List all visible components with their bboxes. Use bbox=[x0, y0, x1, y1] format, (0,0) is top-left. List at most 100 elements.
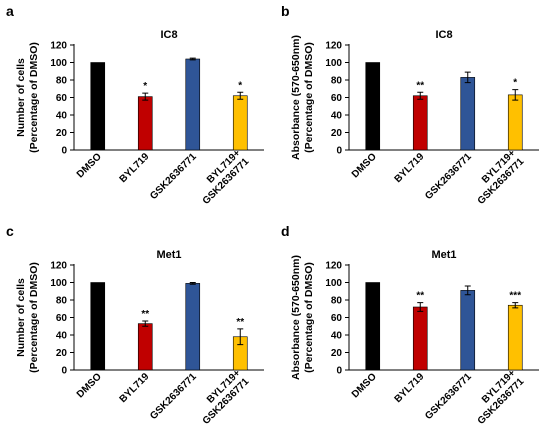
significance-marker: ** bbox=[416, 291, 424, 302]
x-tick-label-line: GSK2636771 bbox=[148, 371, 199, 422]
x-tick-label: GSK2636771 bbox=[423, 151, 474, 202]
x-tick-label: BYL719+GSK2636771 bbox=[201, 148, 252, 207]
bar bbox=[137, 96, 153, 151]
x-tick-label-line: GSK2636771 bbox=[423, 151, 474, 202]
bar bbox=[412, 306, 428, 371]
x-tick-label: GSK2636771 bbox=[423, 371, 474, 422]
y-tick-label: 120 bbox=[325, 261, 342, 272]
y-tick-label: 80 bbox=[56, 296, 68, 307]
x-tick-label-line: DMSO bbox=[350, 371, 379, 400]
y-tick-label: 60 bbox=[56, 93, 68, 104]
bar-chart-svg: d Met1 Absorbance (570-650nm) (Percentage o… bbox=[281, 223, 539, 427]
y-tick-label: 100 bbox=[50, 278, 67, 289]
x-tick-label: DMSO bbox=[350, 371, 379, 400]
y-axis-label-line: (Percentage of DMSO) bbox=[303, 42, 315, 153]
bar bbox=[460, 77, 476, 151]
y-tick-label: 0 bbox=[336, 366, 342, 377]
y-tick-label: 0 bbox=[336, 146, 342, 157]
significance-marker: ** bbox=[141, 309, 149, 320]
x-tick-label: GSK2636771 bbox=[148, 371, 199, 422]
x-tick-label-line: BYL719 bbox=[118, 371, 152, 405]
y-tick-label: 20 bbox=[331, 348, 343, 359]
significance-marker: *** bbox=[509, 291, 521, 302]
significance-marker: ** bbox=[236, 317, 244, 328]
x-tick-label: BYL719 bbox=[118, 151, 152, 185]
y-tick-label: 40 bbox=[56, 111, 68, 122]
x-tick-label: GSK2636771 bbox=[148, 151, 199, 202]
y-axis-label-line: Number of cells bbox=[15, 58, 27, 137]
y-tick-label: 100 bbox=[325, 278, 342, 289]
y-tick-label: 80 bbox=[331, 296, 343, 307]
panel-a: a IC8 Number of cells (Percentage of DMSO) 0… bbox=[0, 0, 275, 219]
x-tick-label: BYL719+GSK2636771 bbox=[476, 368, 527, 427]
y-tick-label: 100 bbox=[325, 58, 342, 69]
x-tick-label: BYL719 bbox=[118, 371, 152, 405]
y-tick-label: 40 bbox=[56, 331, 68, 342]
panel-label: d bbox=[281, 223, 290, 239]
bar bbox=[232, 95, 248, 151]
bar bbox=[460, 290, 476, 371]
bar-chart-svg: c Met1 Number of cells (Percentage of DMSO)… bbox=[6, 223, 264, 427]
y-axis-label: Number of cells (Percentage of DMSO) bbox=[15, 262, 40, 373]
y-axis-label-line: (Percentage of DMSO) bbox=[303, 262, 315, 373]
y-tick-label: 40 bbox=[331, 111, 343, 122]
y-tick-label: 120 bbox=[50, 261, 67, 272]
y-axis-label: Absorbance (570-650nm) (Percentage of DMS… bbox=[290, 35, 315, 160]
bar-chart-svg: b IC8 Absorbance (570-650nm) (Percentage of… bbox=[281, 3, 539, 207]
y-tick-label: 40 bbox=[331, 331, 343, 342]
significance-marker: * bbox=[513, 78, 517, 89]
panel-d: d Met1 Absorbance (570-650nm) (Percentage o… bbox=[275, 220, 550, 439]
x-tick-label-line: BYL719 bbox=[393, 371, 427, 405]
x-tick-label: BYL719+GSK2636771 bbox=[476, 148, 527, 207]
y-tick-label: 60 bbox=[331, 313, 343, 324]
y-tick-label: 20 bbox=[56, 348, 68, 359]
y-axis-label-line: Number of cells bbox=[15, 278, 27, 357]
panel-label: b bbox=[281, 3, 290, 19]
x-tick-label-line: DMSO bbox=[75, 371, 104, 400]
y-tick-label: 0 bbox=[61, 146, 67, 157]
y-tick-label: 80 bbox=[56, 76, 68, 87]
x-tick-label: BYL719 bbox=[393, 151, 427, 185]
y-tick-label: 60 bbox=[331, 93, 343, 104]
y-tick-label: 100 bbox=[50, 58, 67, 69]
y-axis-label-line: (Percentage of DMSO) bbox=[28, 42, 40, 153]
panel-c: c Met1 Number of cells (Percentage of DMSO)… bbox=[0, 220, 275, 439]
y-tick-label: 120 bbox=[325, 41, 342, 52]
panel-label: a bbox=[6, 3, 14, 19]
x-tick-label: DMSO bbox=[350, 151, 379, 180]
y-tick-label: 20 bbox=[331, 128, 343, 139]
panel-b: b IC8 Absorbance (570-650nm) (Percentage of… bbox=[275, 0, 550, 219]
bar bbox=[507, 94, 523, 151]
bar bbox=[365, 282, 381, 371]
x-tick-label-line: GSK2636771 bbox=[148, 151, 199, 202]
x-tick-label: DMSO bbox=[75, 151, 104, 180]
bar bbox=[365, 62, 381, 151]
y-tick-label: 120 bbox=[50, 41, 67, 52]
bar bbox=[137, 323, 153, 371]
y-axis-label-line: Absorbance (570-650nm) bbox=[290, 35, 302, 160]
x-tick-label-line: BYL719 bbox=[393, 151, 427, 185]
panel-label: c bbox=[6, 223, 14, 239]
bar-chart-svg: a IC8 Number of cells (Percentage of DMSO) 0… bbox=[6, 3, 264, 207]
y-tick-label: 60 bbox=[56, 313, 68, 324]
y-axis-label: Absorbance (570-650nm) (Percentage of DMS… bbox=[290, 255, 315, 380]
significance-marker: * bbox=[238, 80, 242, 91]
x-tick-label-line: DMSO bbox=[75, 151, 104, 180]
y-tick-label: 80 bbox=[331, 76, 343, 87]
bar bbox=[90, 282, 106, 371]
significance-marker: ** bbox=[416, 80, 424, 91]
y-tick-label: 20 bbox=[56, 128, 68, 139]
x-tick-label: BYL719+GSK2636771 bbox=[201, 368, 252, 427]
x-tick-label-line: DMSO bbox=[350, 151, 379, 180]
bar bbox=[185, 283, 201, 371]
significance-marker: * bbox=[143, 81, 147, 92]
y-axis-label-line: Absorbance (570-650nm) bbox=[290, 255, 302, 380]
x-tick-label: DMSO bbox=[75, 371, 104, 400]
x-tick-label: BYL719 bbox=[393, 371, 427, 405]
y-tick-label: 0 bbox=[61, 366, 67, 377]
chart-title: Met1 bbox=[156, 249, 181, 261]
x-tick-label-line: GSK2636771 bbox=[423, 371, 474, 422]
bar bbox=[507, 304, 523, 371]
bar bbox=[185, 58, 201, 151]
bar bbox=[412, 95, 428, 151]
